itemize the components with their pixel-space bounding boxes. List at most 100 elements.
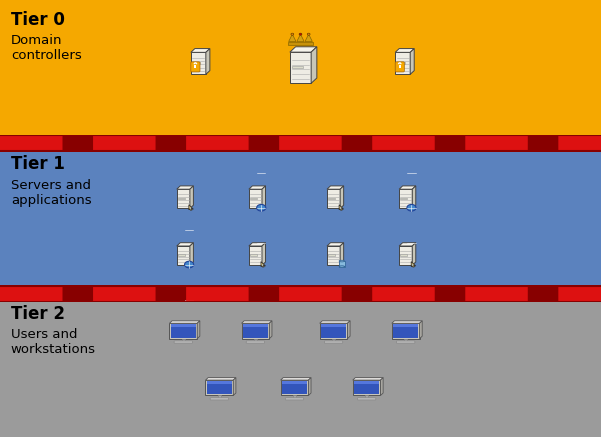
Polygon shape	[191, 49, 210, 52]
Bar	[395, 52, 410, 74]
Polygon shape	[412, 186, 416, 208]
Polygon shape	[311, 47, 317, 83]
Text: Tier 1: Tier 1	[11, 156, 65, 173]
FancyBboxPatch shape	[174, 341, 192, 343]
Polygon shape	[206, 378, 236, 380]
Circle shape	[407, 205, 416, 211]
Bar	[243, 324, 267, 337]
Polygon shape	[177, 243, 194, 246]
Bar	[400, 198, 407, 199]
Bar	[249, 189, 262, 208]
Bar	[394, 324, 418, 327]
Polygon shape	[288, 34, 296, 42]
Bar	[288, 42, 313, 45]
Polygon shape	[340, 206, 341, 209]
Polygon shape	[189, 206, 191, 209]
Bar	[365, 395, 368, 398]
FancyBboxPatch shape	[325, 341, 343, 343]
Polygon shape	[340, 243, 344, 265]
Text: Domain
controllers: Domain controllers	[11, 35, 82, 62]
Bar	[171, 324, 195, 327]
Bar	[328, 198, 335, 199]
Polygon shape	[340, 186, 344, 208]
Bar	[291, 66, 304, 68]
Bar	[250, 254, 257, 256]
Polygon shape	[242, 321, 272, 323]
Bar	[332, 339, 335, 341]
Bar	[394, 324, 418, 337]
Polygon shape	[305, 34, 313, 42]
Circle shape	[185, 261, 194, 268]
Bar	[281, 380, 308, 395]
Text: Tier 0: Tier 0	[11, 11, 65, 29]
Polygon shape	[399, 186, 416, 189]
Text: Users and
workstations: Users and workstations	[11, 328, 96, 356]
Polygon shape	[281, 378, 311, 380]
Bar	[169, 323, 197, 339]
Bar	[178, 254, 185, 256]
Polygon shape	[327, 186, 344, 189]
Polygon shape	[190, 186, 194, 208]
Polygon shape	[412, 243, 416, 265]
Polygon shape	[410, 49, 414, 74]
Ellipse shape	[339, 260, 344, 262]
Bar	[282, 381, 307, 394]
Polygon shape	[197, 321, 200, 339]
Bar	[293, 395, 296, 398]
Polygon shape	[320, 321, 350, 323]
Bar	[0, 135, 601, 152]
FancyBboxPatch shape	[395, 62, 404, 72]
Polygon shape	[233, 378, 236, 395]
Bar	[320, 323, 347, 339]
Polygon shape	[269, 321, 272, 339]
Circle shape	[291, 33, 294, 35]
Bar	[399, 246, 412, 265]
Bar	[177, 189, 190, 208]
Polygon shape	[395, 49, 414, 52]
Bar	[322, 324, 346, 327]
Polygon shape	[190, 243, 194, 265]
Bar	[218, 395, 221, 398]
Bar	[171, 324, 195, 337]
Bar	[397, 62, 404, 64]
Text: Servers and
applications: Servers and applications	[11, 180, 91, 208]
FancyBboxPatch shape	[210, 398, 228, 400]
Bar	[0, 143, 601, 294]
Bar	[328, 254, 335, 256]
Polygon shape	[177, 186, 194, 189]
Bar	[353, 380, 380, 395]
Bar	[339, 261, 344, 267]
Bar	[404, 339, 407, 341]
Bar	[327, 246, 340, 265]
Bar	[177, 246, 190, 265]
Polygon shape	[262, 186, 266, 208]
FancyBboxPatch shape	[191, 62, 200, 72]
Polygon shape	[327, 243, 344, 246]
Bar	[191, 52, 206, 74]
FancyBboxPatch shape	[397, 341, 415, 343]
Circle shape	[299, 33, 302, 35]
Bar	[399, 189, 412, 208]
Bar	[290, 52, 311, 83]
Bar	[322, 324, 346, 337]
Polygon shape	[189, 205, 194, 210]
Polygon shape	[308, 378, 311, 395]
Bar	[243, 324, 267, 327]
Polygon shape	[419, 321, 422, 339]
Polygon shape	[261, 262, 266, 267]
Bar	[355, 381, 379, 384]
Bar	[182, 339, 185, 341]
Bar	[249, 246, 262, 265]
Text: Tier 2: Tier 2	[11, 305, 65, 323]
Polygon shape	[262, 243, 266, 265]
Bar	[398, 65, 401, 68]
Polygon shape	[206, 49, 210, 74]
Bar	[178, 198, 185, 199]
Bar	[0, 294, 601, 437]
Bar	[206, 380, 233, 395]
Bar	[254, 339, 257, 341]
Bar	[0, 285, 601, 302]
Bar	[282, 381, 307, 384]
Bar	[327, 189, 340, 208]
Polygon shape	[261, 263, 263, 266]
